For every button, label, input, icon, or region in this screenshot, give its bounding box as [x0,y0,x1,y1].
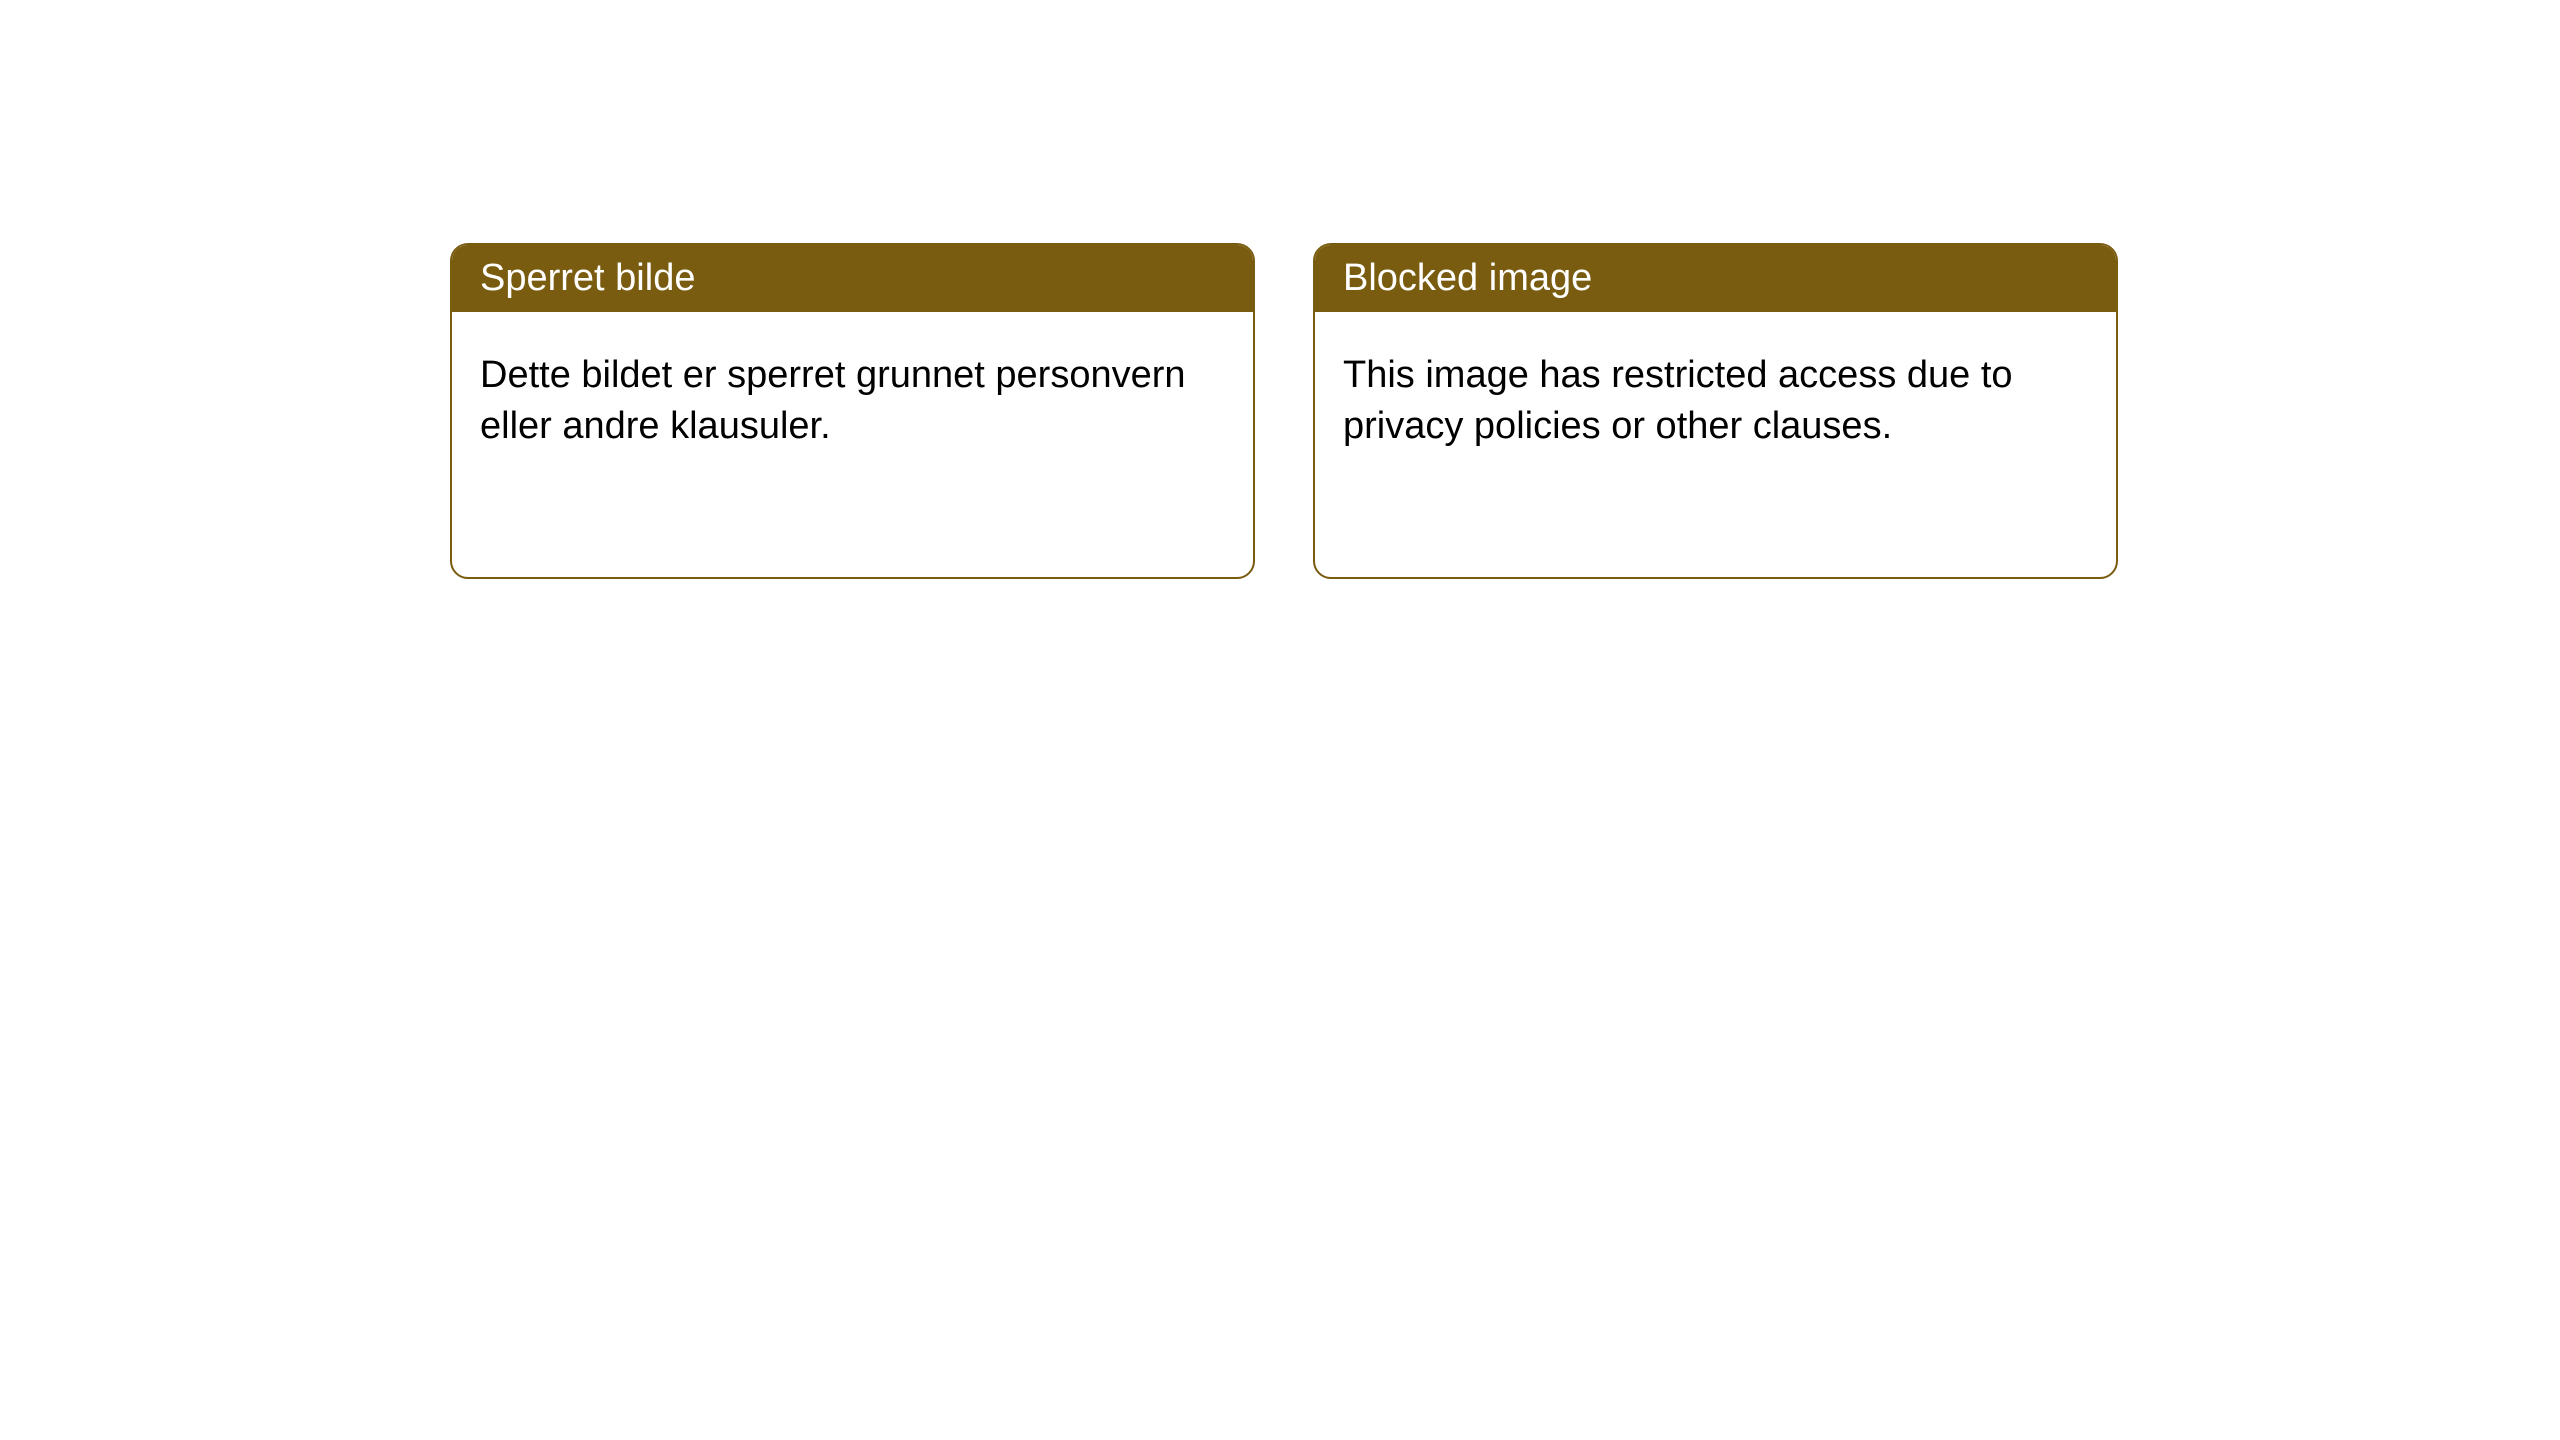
card-body-english: This image has restricted access due to … [1315,312,2116,491]
blocked-image-card-norwegian: Sperret bilde Dette bildet er sperret gr… [450,243,1255,579]
blocked-image-card-english: Blocked image This image has restricted … [1313,243,2118,579]
notice-container: Sperret bilde Dette bildet er sperret gr… [0,0,2560,579]
card-header-english: Blocked image [1315,245,2116,312]
card-header-norwegian: Sperret bilde [452,245,1253,312]
card-body-norwegian: Dette bildet er sperret grunnet personve… [452,312,1253,491]
